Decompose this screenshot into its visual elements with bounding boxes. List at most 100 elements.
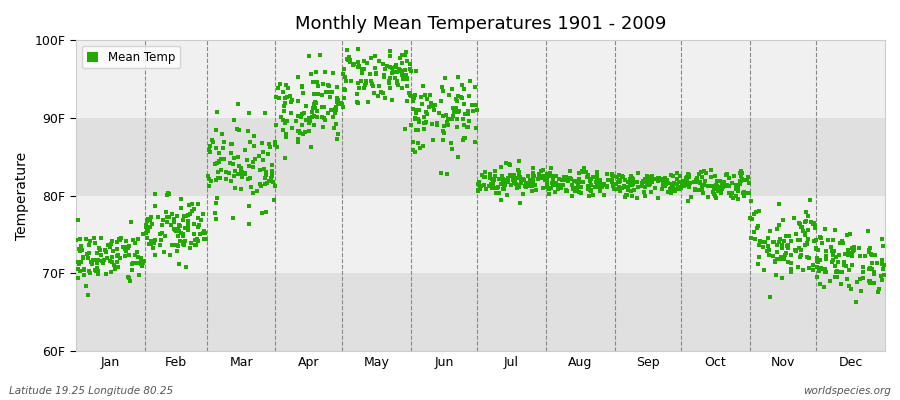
Point — [284, 93, 298, 99]
Point — [382, 64, 397, 70]
Point — [367, 90, 382, 96]
Point — [254, 183, 268, 190]
Point — [285, 97, 300, 103]
Point — [704, 174, 718, 180]
Point — [242, 110, 256, 116]
Point — [90, 265, 104, 272]
Point — [247, 143, 261, 149]
Point — [638, 193, 652, 199]
Point — [135, 231, 149, 237]
Point — [488, 172, 502, 179]
Point — [876, 236, 890, 242]
Point — [122, 278, 137, 284]
Point — [609, 181, 624, 188]
Point — [681, 171, 696, 177]
Point — [306, 78, 320, 85]
Point — [716, 178, 730, 185]
Point — [450, 124, 464, 130]
Point — [233, 165, 248, 171]
Point — [554, 185, 568, 191]
Point — [569, 185, 583, 191]
Point — [621, 187, 635, 193]
Point — [98, 247, 112, 254]
Point — [403, 68, 418, 74]
Point — [210, 194, 224, 201]
Point — [486, 183, 500, 189]
Point — [139, 229, 153, 236]
Point — [172, 261, 186, 267]
Point — [760, 243, 775, 249]
Point — [868, 269, 882, 276]
Point — [416, 143, 430, 150]
Point — [458, 110, 473, 117]
Point — [209, 144, 223, 151]
Point — [613, 188, 627, 194]
Point — [233, 186, 248, 192]
Point — [271, 85, 285, 91]
Point — [122, 275, 136, 281]
Point — [642, 177, 656, 183]
Point — [810, 274, 824, 280]
Point — [119, 244, 133, 250]
Point — [268, 94, 283, 100]
Point — [209, 216, 223, 222]
Point — [128, 240, 142, 246]
Point — [329, 95, 344, 102]
Point — [400, 98, 414, 104]
Point — [401, 90, 416, 96]
Point — [690, 178, 705, 185]
Point — [652, 177, 666, 184]
Point — [132, 272, 147, 278]
Point — [328, 106, 343, 112]
Point — [526, 169, 541, 176]
Point — [742, 190, 757, 196]
Point — [90, 267, 104, 274]
Point — [843, 230, 858, 237]
Point — [493, 164, 508, 170]
Point — [845, 262, 859, 268]
Point — [472, 186, 487, 192]
Point — [188, 237, 202, 244]
Point — [526, 176, 541, 183]
Point — [76, 272, 91, 278]
Point — [259, 171, 274, 178]
Point — [612, 179, 626, 186]
Point — [140, 228, 155, 234]
Point — [846, 248, 860, 254]
Point — [222, 170, 237, 177]
Point — [267, 182, 282, 189]
Point — [842, 283, 856, 289]
Point — [450, 154, 464, 160]
Point — [724, 180, 739, 186]
Point — [396, 76, 410, 82]
Point — [500, 178, 515, 185]
Point — [452, 108, 466, 114]
Point — [593, 188, 608, 195]
Point — [280, 94, 294, 100]
Point — [657, 182, 671, 189]
Point — [240, 157, 255, 163]
Point — [833, 269, 848, 275]
Point — [592, 177, 607, 184]
Point — [111, 252, 125, 258]
Point — [874, 273, 888, 279]
Point — [260, 180, 274, 186]
Point — [491, 176, 506, 183]
Point — [827, 227, 842, 234]
Point — [794, 224, 808, 230]
Point — [163, 252, 177, 259]
Point — [338, 74, 352, 80]
Point — [694, 186, 708, 193]
Point — [661, 188, 675, 195]
Point — [592, 177, 607, 183]
Point — [394, 72, 409, 78]
Point — [674, 181, 688, 187]
Point — [498, 182, 512, 189]
Point — [74, 259, 88, 266]
Point — [715, 182, 729, 188]
Point — [174, 195, 188, 202]
Point — [591, 182, 606, 188]
Point — [107, 266, 122, 272]
Point — [867, 280, 881, 286]
Point — [409, 92, 423, 98]
